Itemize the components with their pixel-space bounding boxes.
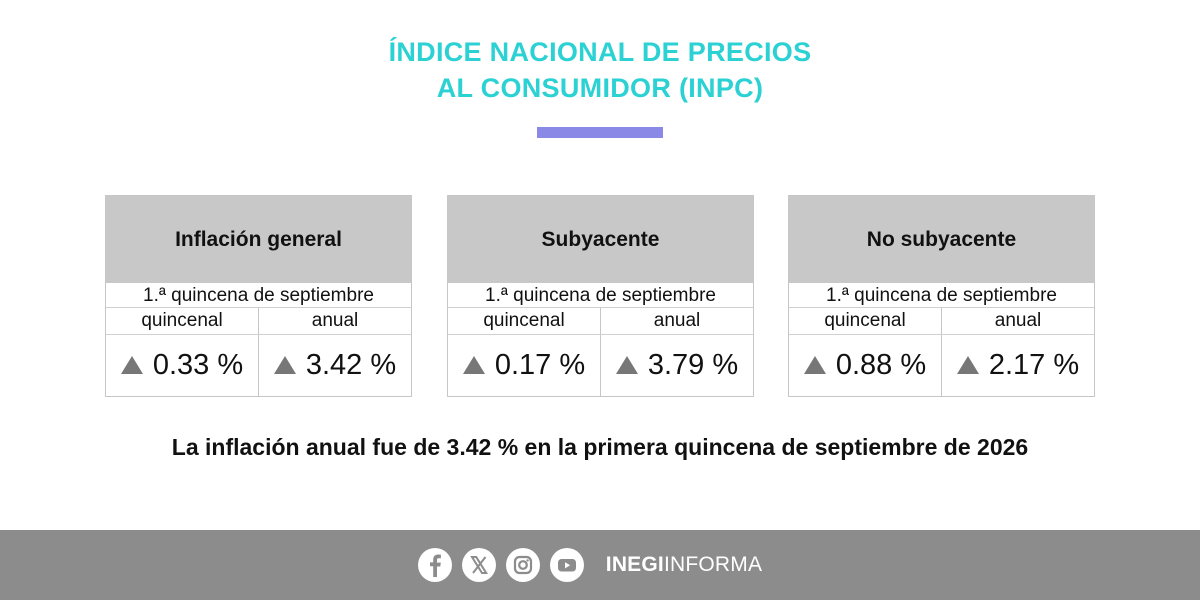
biweekly-label: quincenal [448, 308, 600, 335]
annual-value: 3.42 % [305, 349, 397, 381]
annual-label: anual [600, 308, 753, 335]
up-triangle-icon [273, 355, 296, 374]
biweekly-value-cell: 0.17 % [448, 335, 600, 396]
card-heading: Subyacente [448, 196, 753, 283]
card-period: 1.ª quincena de septiembre [448, 283, 753, 308]
x-icon[interactable] [461, 548, 496, 582]
biweekly-label: quincenal [789, 308, 941, 335]
up-triangle-icon [120, 355, 143, 374]
biweekly-value: 0.88 % [835, 349, 927, 381]
accent-bar [537, 127, 663, 138]
card-heading: No subyacente [789, 196, 1094, 283]
annual-value-cell: 2.17 % [941, 335, 1094, 396]
card-heading: Inflación general [106, 196, 411, 283]
annual-label: anual [941, 308, 1094, 335]
biweekly-label: quincenal [106, 308, 258, 335]
card-period: 1.ª quincena de septiembre [106, 283, 411, 308]
brand-bold: INEGI [605, 553, 664, 576]
card-inflacion-general: Inflación general 1.ª quincena de septie… [105, 195, 412, 397]
page-title: ÍNDICE NACIONAL DE PRECIOS AL CONSUMIDOR… [0, 34, 1200, 106]
up-triangle-icon [462, 355, 485, 374]
biweekly-value-cell: 0.88 % [789, 335, 941, 396]
biweekly-value: 0.17 % [494, 349, 586, 381]
card-period: 1.ª quincena de septiembre [789, 283, 1094, 308]
brand-regular: INFORMA [663, 553, 763, 576]
annual-value-cell: 3.79 % [600, 335, 753, 396]
brand-logo: INEGIINFORMA [606, 553, 762, 577]
headline: La inflación anual fue de 3.42 % en la p… [171, 434, 1029, 460]
up-triangle-icon [615, 355, 638, 374]
footer-bar: INEGIINFORMA [0, 530, 1200, 600]
annual-value-cell: 3.42 % [258, 335, 411, 396]
instagram-icon[interactable] [505, 548, 540, 582]
annual-value: 3.79 % [647, 349, 739, 381]
up-triangle-icon [956, 355, 979, 374]
annual-label: anual [258, 308, 411, 335]
social-links: INEGIINFORMA [417, 548, 762, 582]
title-line-2: AL CONSUMIDOR (INPC) [436, 73, 764, 103]
annual-value: 2.17 % [988, 349, 1080, 381]
up-triangle-icon [803, 355, 826, 374]
facebook-icon[interactable] [417, 548, 452, 582]
card-no-subyacente: No subyacente 1.ª quincena de septiembre… [788, 195, 1095, 397]
title-line-1: ÍNDICE NACIONAL DE PRECIOS [388, 37, 812, 67]
card-subyacente: Subyacente 1.ª quincena de septiembre qu… [447, 195, 754, 397]
youtube-icon[interactable] [549, 548, 584, 582]
biweekly-value-cell: 0.33 % [106, 335, 258, 396]
biweekly-value: 0.33 % [152, 349, 244, 381]
